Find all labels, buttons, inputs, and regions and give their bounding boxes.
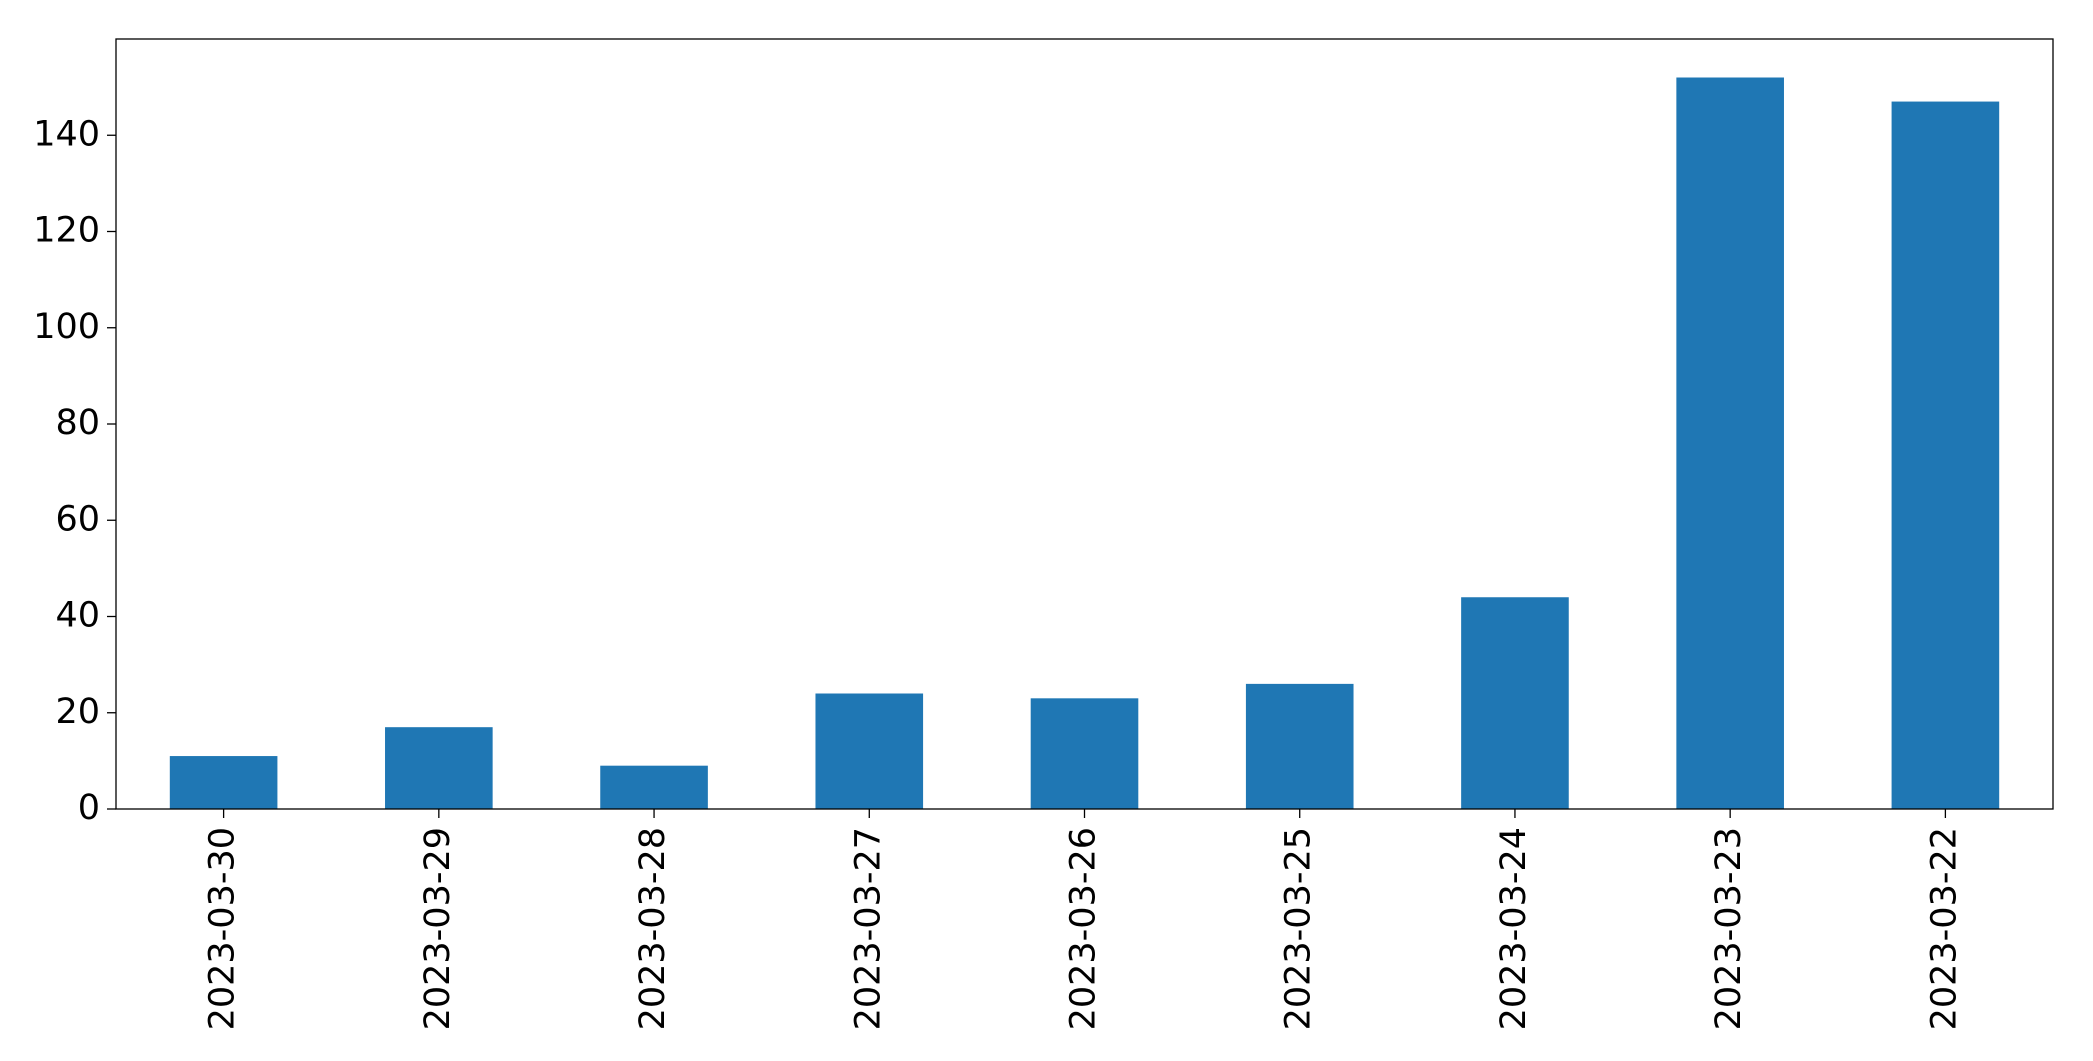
x-tick-label: 2023-03-28 <box>633 827 673 1030</box>
x-tick-label: 2023-03-26 <box>1064 827 1104 1030</box>
y-tick-label: 120 <box>33 211 100 251</box>
bar <box>1676 77 1784 809</box>
plot-frame <box>115 38 2054 810</box>
y-tick-label: 0 <box>78 788 100 828</box>
y-tick-label: 100 <box>33 307 100 347</box>
x-tick-label: 2023-03-30 <box>203 827 243 1030</box>
x-tick-label: 2023-03-29 <box>418 827 458 1030</box>
x-tick-label: 2023-03-22 <box>1924 827 1964 1030</box>
y-tick-label: 40 <box>55 596 100 636</box>
bar <box>815 693 924 809</box>
bar <box>1245 683 1354 809</box>
bar <box>1891 101 2000 809</box>
x-tick-label: 2023-03-24 <box>1494 827 1534 1030</box>
y-tick-label: 80 <box>55 403 100 443</box>
bar <box>1461 597 1569 809</box>
bar <box>169 756 278 809</box>
x-tick-label: 2023-03-27 <box>848 827 888 1030</box>
bar <box>600 765 708 809</box>
x-tick-label: 2023-03-23 <box>1709 827 1749 1030</box>
y-tick-label: 140 <box>33 114 100 154</box>
y-tick-label: 20 <box>55 692 100 732</box>
bar <box>385 727 493 809</box>
bar <box>1030 698 1139 809</box>
x-tick-label: 2023-03-25 <box>1279 827 1319 1030</box>
y-tick-label: 60 <box>55 499 100 539</box>
